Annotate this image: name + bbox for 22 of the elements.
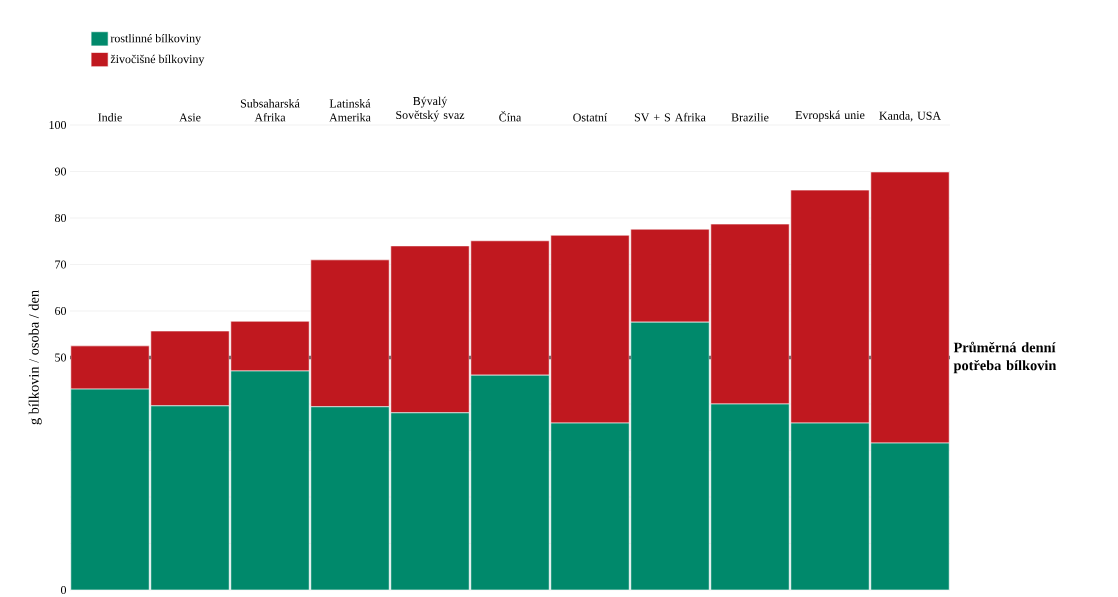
x-tick-label: Indie	[98, 112, 122, 122]
x-tick-label: Subsaharská Afrika	[240, 98, 300, 122]
y-tick-label: 80	[54, 213, 67, 222]
x-tick-label: Latinská Amerika	[329, 98, 371, 122]
legend-label: živočišné bílkoviny	[110, 54, 205, 66]
x-tick-label: Ostatní	[573, 112, 608, 122]
x-tick-label: Čína	[499, 110, 522, 122]
y-axis-title: g bílkovin / osoba / den	[28, 290, 42, 425]
y-tick-label: 50	[55, 353, 67, 362]
x-tick-label: Brazilie	[731, 112, 769, 122]
legend-label: rostlinné bílkoviny	[110, 33, 202, 45]
y-tick-label: 60	[55, 306, 67, 315]
y-tick-label: 100	[49, 120, 67, 129]
y-tick-label: 0	[60, 585, 67, 594]
x-tick-label: Asie	[179, 113, 201, 122]
x-tick-label: Bývalý Sovětský svaz	[396, 96, 465, 122]
x-tick-label: SV + S Afrika	[634, 112, 706, 122]
ref-line-label: Průměrná denní potřeba bílkovin	[953, 341, 1057, 373]
y-tick-label: 70	[55, 260, 67, 269]
y-tick-label: 90	[54, 167, 67, 176]
x-tick-label: Evropská unie	[795, 110, 865, 122]
x-tick-label: Kanda, USA	[879, 111, 941, 122]
